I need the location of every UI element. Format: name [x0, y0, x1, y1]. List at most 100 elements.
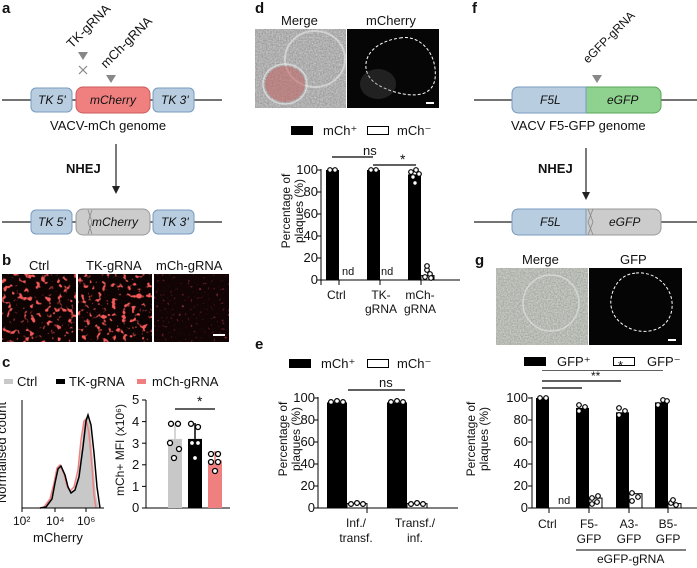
panel-label-d: d — [255, 0, 265, 17]
panel-label-f: f — [472, 0, 477, 17]
xlabel-d-ctrl: Ctrl — [327, 288, 346, 302]
mfi-yticks: 0 1 2 3 4 5 — [132, 392, 140, 515]
legend-swatch-ctrl — [4, 379, 13, 384]
microscopy-images-b — [2, 274, 229, 342]
legend-d: mCh⁺ mCh⁻ — [291, 123, 461, 139]
plaque-outline-g — [610, 272, 673, 332]
gene-egfp-bottom: eGFP — [609, 215, 641, 229]
gene-tk5: TK 5' — [38, 93, 66, 107]
hist-xtick-2: 10⁴ — [46, 514, 65, 528]
panel-label-c: c — [2, 354, 11, 371]
legend-c: Ctrl TK-gRNA mCh-gRNA — [4, 374, 230, 390]
hist-xtick-3: 10⁶ — [77, 514, 96, 528]
gene-mcherry: mCherry — [90, 93, 137, 107]
legend-e-pos: mCh⁺ — [321, 356, 356, 371]
legend-swatch-mch-pos — [291, 126, 313, 135]
mfi-ylabel: mCh+ MFI (x10⁶) — [112, 404, 127, 496]
legend-g: GFP⁺ GFP⁻ — [524, 354, 694, 370]
histogram-ylabel: Normalised count — [0, 401, 10, 504]
genome-diagram-top — [2, 52, 222, 114]
mch-grna-arrowhead-icon — [106, 75, 116, 83]
scale-bar — [213, 334, 225, 336]
bar-chart-e — [314, 389, 458, 513]
xlabel-d-tk: TK-gRNA — [364, 288, 397, 316]
image-title-mch-grna: mCh-gRNA — [156, 258, 223, 273]
legend-swatch-mch-neg — [367, 126, 389, 135]
xlabel-e-1: Inf./transf. — [339, 516, 373, 545]
gene-egfp: eGFP — [607, 93, 639, 107]
legend-swatch-gfp-neg — [613, 357, 635, 366]
scale-bar-d — [426, 102, 434, 104]
nd-d-1: nd — [342, 266, 355, 278]
legend-mch-neg: mCh⁻ — [397, 123, 432, 138]
xlabel-g-b5: B5- GFP — [655, 517, 681, 546]
plaque-outline — [365, 37, 436, 96]
image-title-ctrl: Ctrl — [29, 258, 50, 273]
microscopy-images-g — [496, 268, 682, 345]
legend-e-neg: mCh⁻ — [397, 356, 432, 371]
xlabel-d-mch: mCh-gRNA — [403, 288, 436, 316]
sig-g-single: * — [618, 358, 624, 373]
sig-e-ns: ns — [379, 375, 393, 390]
sig-d-ns: ns — [363, 143, 377, 158]
image-gfp-g — [589, 268, 682, 345]
histogram-xlabel: mCherry — [33, 530, 83, 545]
legend-mch-pos: mCh⁺ — [323, 123, 358, 138]
group-label-g: eGFP-gRNA — [597, 552, 665, 566]
image-title-merge-g: Merge — [522, 252, 559, 267]
panel-label-a: a — [2, 0, 11, 17]
xlabel-g-a3: A3- GFP — [616, 517, 642, 546]
ylabel-g: Percentage of plaques (%) — [464, 401, 491, 477]
image-title-merge-d: Merge — [281, 13, 318, 28]
sig-c: * — [197, 393, 203, 409]
legend-swatch-tk — [56, 379, 65, 384]
gene-tk3-bottom: TK 3' — [161, 215, 189, 229]
legend-gfp-pos: GFP⁺ — [557, 354, 591, 369]
gene-f5l: F5L — [540, 93, 561, 107]
gene-f5l-bottom: F5L — [540, 215, 561, 229]
microscopy-images-d — [255, 29, 439, 108]
genome-diagram-bottom — [2, 144, 222, 236]
image-mcherry-d — [347, 29, 439, 108]
ylabel-d: Percentage of plaques (%) — [279, 173, 306, 249]
genome-caption-f: VACV F5-GFP genome — [511, 118, 646, 133]
xlabel-g-ctrl: Ctrl — [538, 517, 557, 531]
nd-g: nd — [558, 495, 571, 507]
legend-ctrl: Ctrl — [17, 374, 38, 389]
image-title-tk-grna: TK-gRNA — [86, 258, 142, 273]
tk-grna-arrowhead-icon — [78, 52, 88, 60]
histogram-chart — [21, 400, 104, 512]
bar-chart-d — [317, 156, 460, 285]
ylabel-e: Percentage of plaques (%) — [276, 401, 303, 477]
legend-tk-grna: TK-gRNA — [69, 374, 125, 389]
legend-swatch-gfp-pos — [524, 357, 546, 366]
panel-label-b: b — [2, 252, 12, 269]
gene-tk5-bottom: TK 5' — [38, 215, 66, 229]
legend-e: mCh⁺ mCh⁻ — [289, 356, 459, 372]
legend-swatch-e-pos — [289, 359, 311, 368]
legend-gfp-neg: GFP⁻ — [647, 354, 681, 369]
legend-swatch-mch — [137, 379, 146, 384]
gene-mcherry-bottom: mCherry — [92, 215, 139, 229]
bar-chart-g — [528, 370, 697, 551]
genome-caption-a: VACV-mCh genome — [50, 118, 167, 133]
legend-mch-grna: mCh-gRNA — [152, 374, 219, 389]
mfi-bar-chart — [142, 399, 230, 509]
xlabel-g-f5: F5- GFP — [576, 517, 602, 546]
image-title-gfp-g: GFP — [620, 252, 647, 267]
arrow-down-icon — [112, 186, 120, 194]
nhej-label-a: NHEJ — [66, 161, 101, 176]
panel-label-g: g — [475, 252, 485, 269]
hist-xtick-1: 10² — [13, 514, 31, 528]
gene-tk3: TK 3' — [161, 93, 189, 107]
scale-bar-g — [668, 339, 676, 341]
panel-label-e: e — [255, 336, 264, 353]
xlabel-e-2: Transf./inf. — [394, 516, 436, 545]
nhej-label-f: NHEJ — [538, 161, 573, 176]
sig-g-double: ** — [591, 369, 601, 383]
sig-d-star: * — [400, 151, 406, 167]
legend-swatch-e-neg — [367, 359, 389, 368]
genome-diagram-f — [474, 75, 697, 236]
arrow-down-icon-f — [582, 192, 590, 200]
nd-d-2: nd — [381, 266, 394, 278]
